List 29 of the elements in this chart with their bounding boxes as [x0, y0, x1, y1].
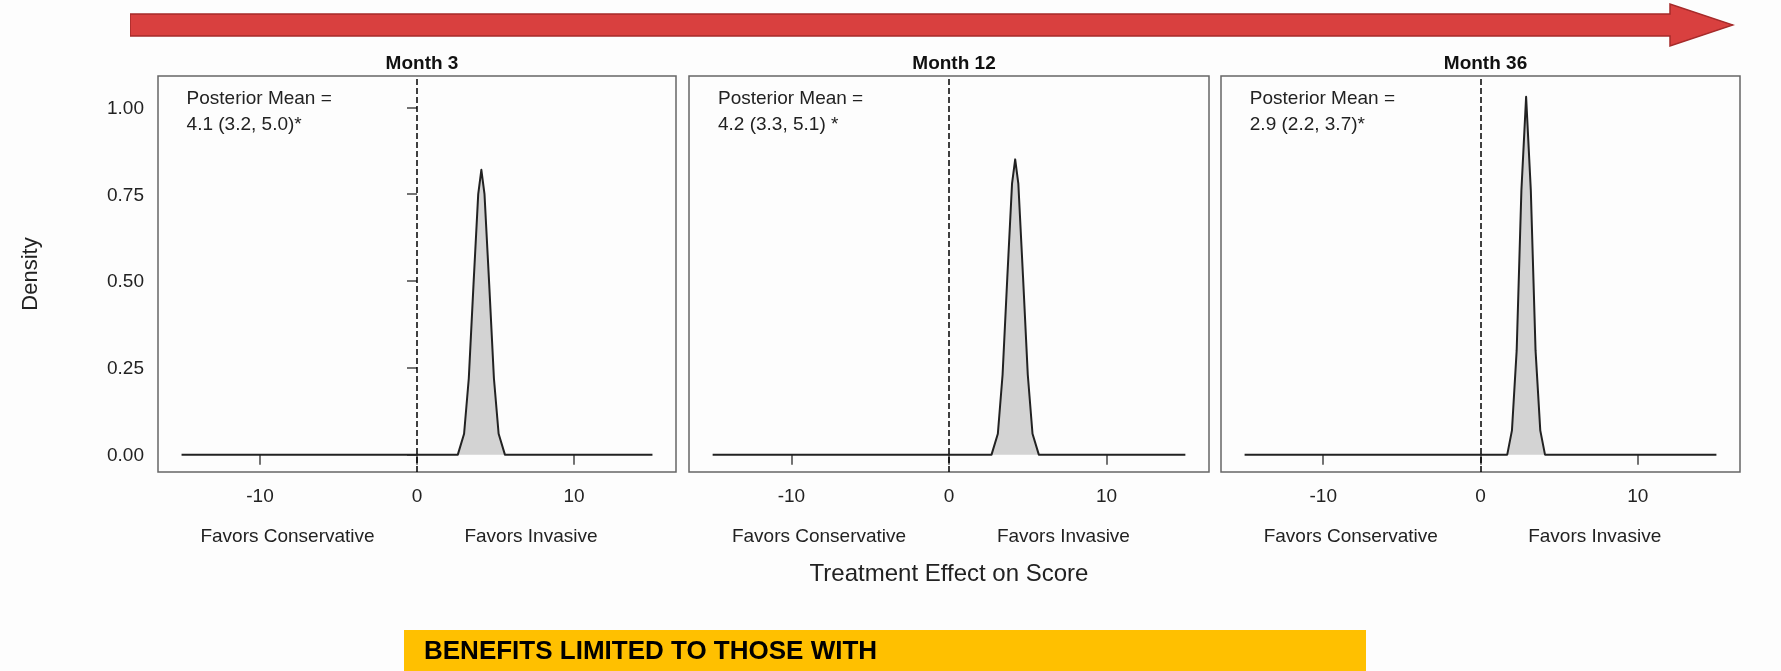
text: Favors Conservative	[731, 525, 907, 546]
y-tick-label: 0.25	[107, 357, 144, 379]
x-axis-title: Treatment Effect on Score	[809, 558, 1089, 586]
x-tick-label: -10	[246, 485, 274, 506]
x-tick-label: 0	[1475, 485, 1486, 506]
annotation: Posterior Mean = 2.9 (2.2, 3.7)*	[1249, 86, 1396, 134]
annotation: Posterior Mean = 4.1 (3.2, 5.0)*	[186, 86, 332, 134]
x-tick-label: 10	[1096, 485, 1118, 506]
chart-title: Month 12	[912, 52, 996, 73]
y-tick-label: 1.00	[107, 96, 144, 118]
x-tick-label: 10	[563, 485, 585, 506]
x-tick-label: -10	[1309, 485, 1337, 506]
x-tick-label: 0	[411, 485, 423, 506]
text: Favors Invasive	[1528, 525, 1662, 546]
text: BENEFITS LIMITED TO THOSE WITH	[424, 635, 878, 665]
text: Favors Conservative	[1263, 525, 1438, 546]
text: Favors Invasive	[464, 525, 598, 546]
annotation: Posterior Mean = 4.2 (3.3, 5.1) *	[718, 86, 864, 134]
chart-title: Month 36	[1443, 52, 1528, 73]
x-tick-label: 10	[1627, 485, 1649, 506]
y-tick-label: 0.00	[107, 444, 144, 466]
chart-title: Month 3	[385, 52, 459, 73]
x-tick-label: 0	[943, 485, 955, 506]
text: Favors Conservative	[200, 525, 375, 546]
y-axis-title: Density	[16, 237, 42, 311]
y-tick-label: 0.75	[107, 183, 144, 205]
x-tick-label: -10	[777, 485, 806, 506]
text: Favors Invasive	[996, 525, 1130, 546]
y-tick-label: 0.50	[107, 270, 144, 292]
